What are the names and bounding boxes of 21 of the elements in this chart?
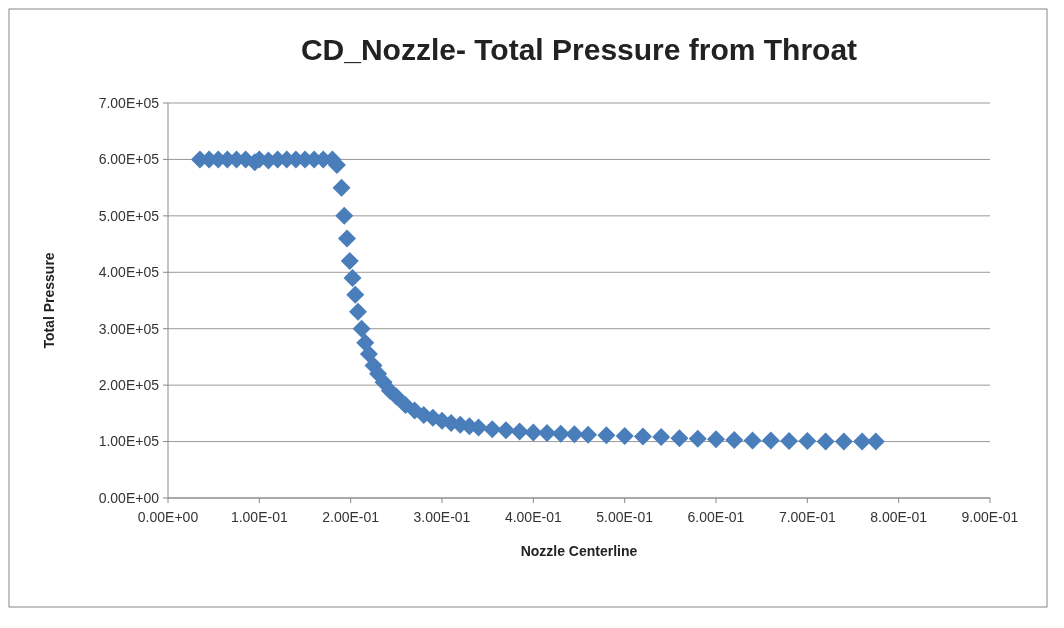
x-tick-label: 6.00E-01 xyxy=(687,509,745,525)
y-tick-label: 0.00E+00 xyxy=(98,489,160,506)
x-tick-label: 0.00E+00 xyxy=(137,509,199,525)
y-tick-label: 1.00E+05 xyxy=(98,433,160,450)
x-axis-title: Nozzle Centerline xyxy=(520,543,638,559)
y-tick-label: 4.00E+05 xyxy=(98,264,160,281)
x-tick-label: 1.00E-01 xyxy=(230,509,288,525)
y-tick-label: 2.00E+05 xyxy=(98,377,160,394)
y-tick-label: 3.00E+05 xyxy=(98,320,160,337)
chart-title: CD_Nozzle- Total Pressure from Throat xyxy=(300,33,858,66)
y-tick-label: 6.00E+05 xyxy=(98,151,160,168)
x-tick-label: 5.00E-01 xyxy=(596,509,654,525)
x-tick-label: 3.00E-01 xyxy=(413,509,471,525)
x-tick-label: 7.00E-01 xyxy=(778,509,836,525)
y-tick-label: 7.00E+05 xyxy=(98,94,160,111)
y-tick-label: 5.00E+05 xyxy=(98,207,160,224)
x-tick-label: 9.00E-01 xyxy=(961,509,1019,525)
x-tick-label: 2.00E-01 xyxy=(322,509,380,525)
y-axis-title: Total Pressure xyxy=(41,252,57,349)
x-tick-label: 8.00E-01 xyxy=(870,509,928,525)
x-tick-label: 4.00E-01 xyxy=(504,509,562,525)
